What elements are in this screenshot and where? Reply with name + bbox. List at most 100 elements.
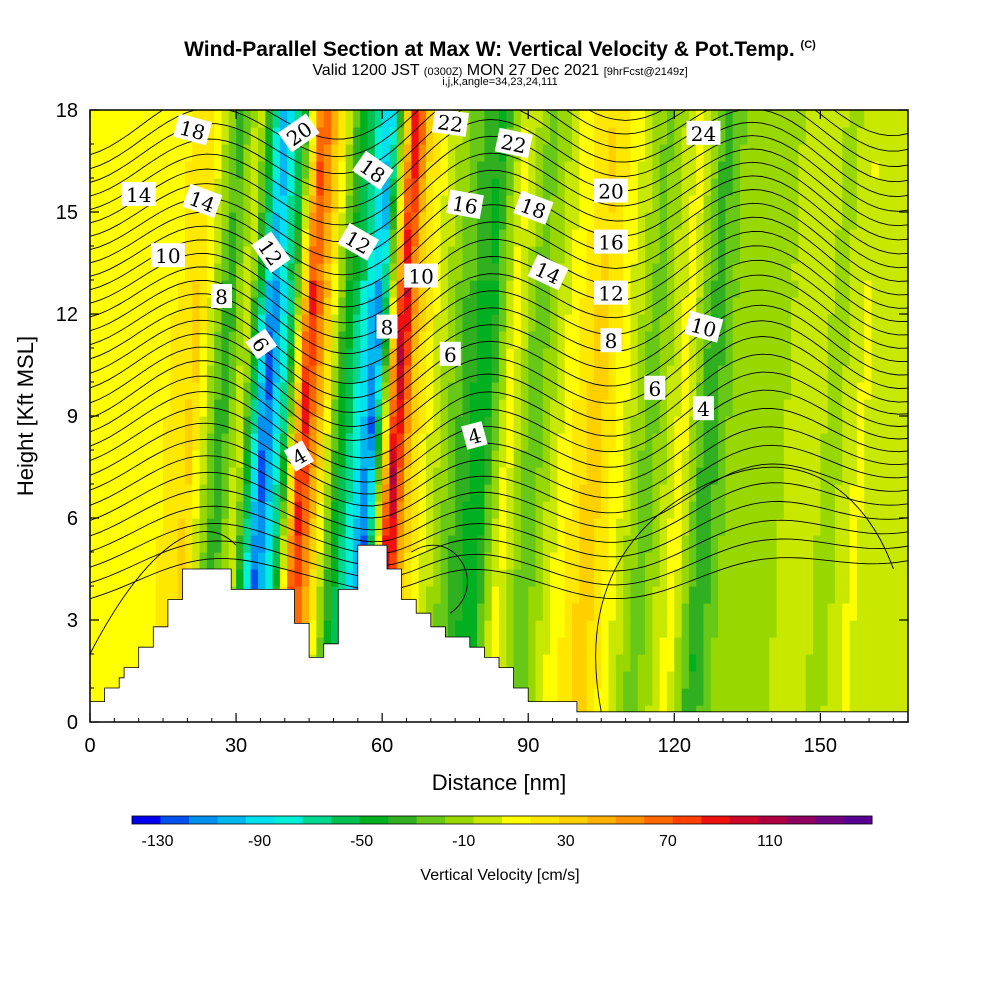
w-cell [141,110,150,128]
w-cell [148,501,157,519]
w-cell [579,382,588,400]
w-cell [666,535,675,553]
w-cell [893,365,902,383]
w-cell [411,195,420,213]
w-cell [659,365,668,383]
w-cell [433,382,442,400]
w-cell [893,178,902,196]
w-cell [111,620,120,638]
w-cell [666,671,675,689]
w-cell [856,586,865,604]
w-cell [455,382,464,400]
w-cell [601,450,610,468]
w-cell [301,212,310,230]
w-cell [681,263,690,281]
w-cell [345,331,354,349]
w-cell [608,144,617,162]
w-cell [740,688,748,706]
w-cell [141,467,150,485]
w-cell [155,535,164,553]
w-cell [455,365,464,383]
w-cell [747,314,756,332]
w-cell [352,518,361,536]
w-cell [681,535,690,553]
w-cell [250,263,259,281]
w-cell [856,161,865,179]
w-cell [659,603,668,621]
w-cell [535,569,544,587]
w-cell [864,654,873,672]
w-cell [805,212,814,230]
w-cell [506,552,515,570]
w-cell [477,229,485,247]
w-cell [754,603,763,621]
w-cell [732,535,741,553]
w-cell [798,688,807,706]
contour-label-text: 8 [215,285,228,309]
w-cell [214,127,223,145]
w-cell [623,144,632,162]
w-cell [666,569,675,587]
w-cell [206,314,215,332]
w-cell [805,416,814,434]
w-cell [652,178,661,196]
w-cell [236,229,244,247]
w-cell [747,569,756,587]
w-cell [418,433,427,451]
w-cell [119,501,128,519]
w-cell [623,450,632,468]
w-cell [652,331,661,349]
w-cell [878,688,887,706]
w-cell [469,263,478,281]
w-cell [827,501,836,519]
w-cell [520,484,529,502]
w-cell [221,212,230,230]
w-cell [608,263,617,281]
w-cell [805,127,814,145]
w-cell [382,127,391,145]
w-cell [206,331,215,349]
w-cell [688,467,697,485]
w-cell [805,433,814,451]
w-cell [652,314,661,332]
w-cell [184,229,193,247]
w-cell [243,195,252,213]
w-cell [637,552,646,570]
w-cell [491,127,500,145]
w-cell [725,297,734,315]
w-cell [316,229,325,247]
contour-label-box [594,178,628,203]
w-cell [681,467,690,485]
w-cell [163,603,171,621]
copyright-mark: (C) [800,39,816,51]
w-cell [477,161,485,179]
w-cell [579,637,588,655]
w-cell [97,127,106,145]
w-cell [623,399,632,417]
w-cell [469,365,478,383]
w-cell [871,535,880,553]
w-cell [440,603,449,621]
contour-label-text: 22 [436,110,465,137]
w-cell [440,280,449,298]
w-cell [404,144,412,162]
w-cell [513,654,522,672]
w-cell [886,314,894,332]
w-cell [791,331,800,349]
w-cell [849,433,858,451]
contour-label-box [182,183,223,218]
w-cell [126,654,135,672]
w-cell [842,501,851,519]
w-cell [301,178,310,196]
w-cell [170,178,179,196]
w-cell [148,569,157,587]
w-cell [601,416,610,434]
w-cell [827,569,836,587]
w-cell [593,144,602,162]
w-cell [725,365,734,383]
w-cell [418,501,427,519]
w-cell [184,484,193,502]
w-cell [849,518,858,536]
w-cell [754,365,763,383]
w-cell [484,433,493,451]
